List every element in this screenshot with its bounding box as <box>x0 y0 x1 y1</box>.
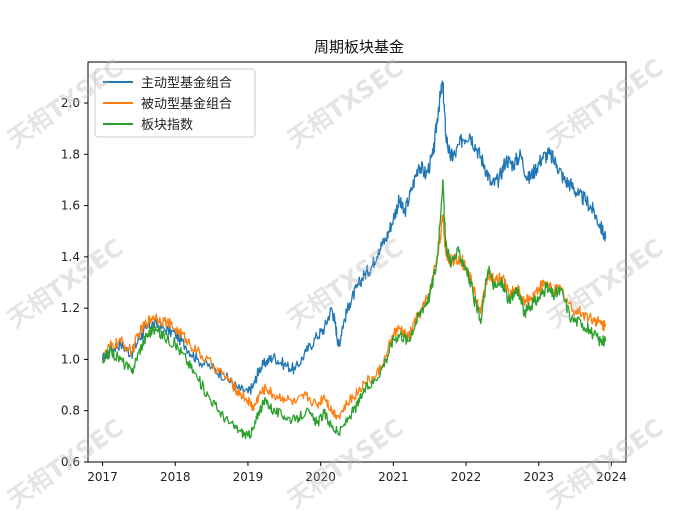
legend-label-index: 板块指数 <box>141 118 193 133</box>
series-line-index <box>101 179 607 440</box>
series-line-passive <box>101 214 607 420</box>
x-tick-label: 2017 <box>87 470 118 484</box>
x-tick-label: 2020 <box>305 470 336 484</box>
legend-box <box>94 68 256 138</box>
y-tick-label: 0.8 <box>61 404 80 418</box>
y-tick-label: 1.0 <box>61 352 80 366</box>
x-tick-label: 2019 <box>233 470 264 484</box>
x-tick-label: 2018 <box>160 470 191 484</box>
x-tick-label: 2022 <box>451 470 482 484</box>
chart-title: 周期板块基金 <box>314 38 404 56</box>
y-tick-label: 2.0 <box>61 96 80 110</box>
y-tick-label: 0.6 <box>61 455 80 469</box>
legend: 主动型基金组合 被动型基金组合 板块指数 <box>94 68 256 138</box>
x-tick-label: 2024 <box>596 470 627 484</box>
y-tick-label: 1.4 <box>61 250 80 264</box>
y-tick-label: 1.2 <box>61 301 80 315</box>
plot-frame <box>87 61 627 463</box>
series-line-active <box>101 80 607 395</box>
x-tick-label: 2021 <box>378 470 409 484</box>
y-tick-label: 1.8 <box>61 147 80 161</box>
y-tick-label: 1.6 <box>61 199 80 213</box>
legend-label-active: 主动型基金组合 <box>141 75 232 91</box>
axis-layer: 2017 2018 2019 2020 2021 2022 2023 2024 0.6 0.8 1.… <box>61 96 627 484</box>
legend-label-passive: 被动型基金组合 <box>141 96 232 112</box>
x-tick-label: 2023 <box>523 470 554 484</box>
series-layer <box>101 80 607 440</box>
